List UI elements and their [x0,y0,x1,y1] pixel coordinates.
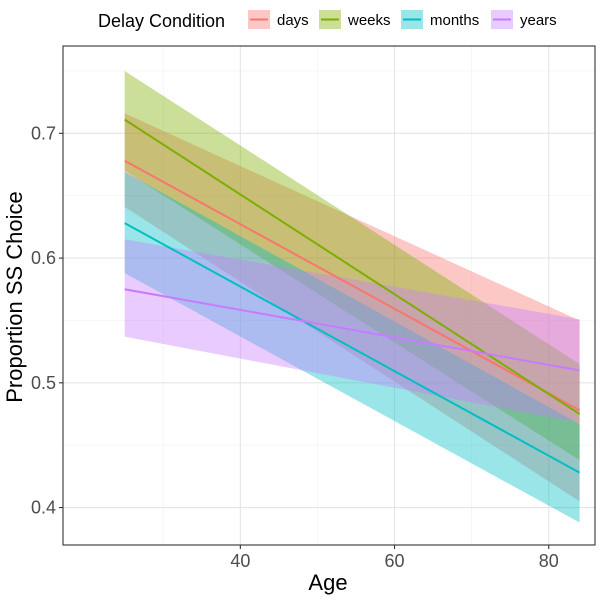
y-axis-title: Proportion SS Choice [2,191,27,403]
y-tick-label: 0.7 [31,123,56,143]
legend-title: Delay Condition [98,11,225,31]
legend-item-days: days [248,10,309,29]
y-tick-label: 0.6 [31,248,56,268]
y-axis-ticks: 0.4 0.5 0.6 0.7 [31,123,63,518]
fit-line-years [124,288,580,372]
y-tick-label: 0.5 [31,373,56,393]
minor-gridlines [63,46,595,545]
legend-item-years: years [491,10,557,29]
legend-item-weeks: weeks [319,10,391,29]
ci-band-days [124,113,580,502]
legend-label-days: days [277,12,309,29]
legend-label-years: years [520,12,557,29]
fit-line-weeks [124,118,581,415]
y-tick-label: 0.4 [31,498,56,518]
x-tick-label: 80 [539,551,559,571]
fit-lines [124,118,581,474]
major-gridlines [63,46,595,545]
x-tick-label: 40 [230,551,250,571]
x-axis-title: Age [308,570,347,595]
x-axis-ticks: 40 60 80 [230,545,559,571]
legend-label-months: months [430,12,479,29]
fit-line-days [124,159,581,412]
fit-line-months [124,222,581,474]
ci-band-weeks [124,70,580,461]
legend-label-weeks: weeks [347,12,391,29]
legend: Delay Condition days weeks months years [98,10,557,31]
plot-panel-border [62,45,596,546]
legend-item-months: months [401,10,479,29]
x-tick-label: 60 [385,551,405,571]
